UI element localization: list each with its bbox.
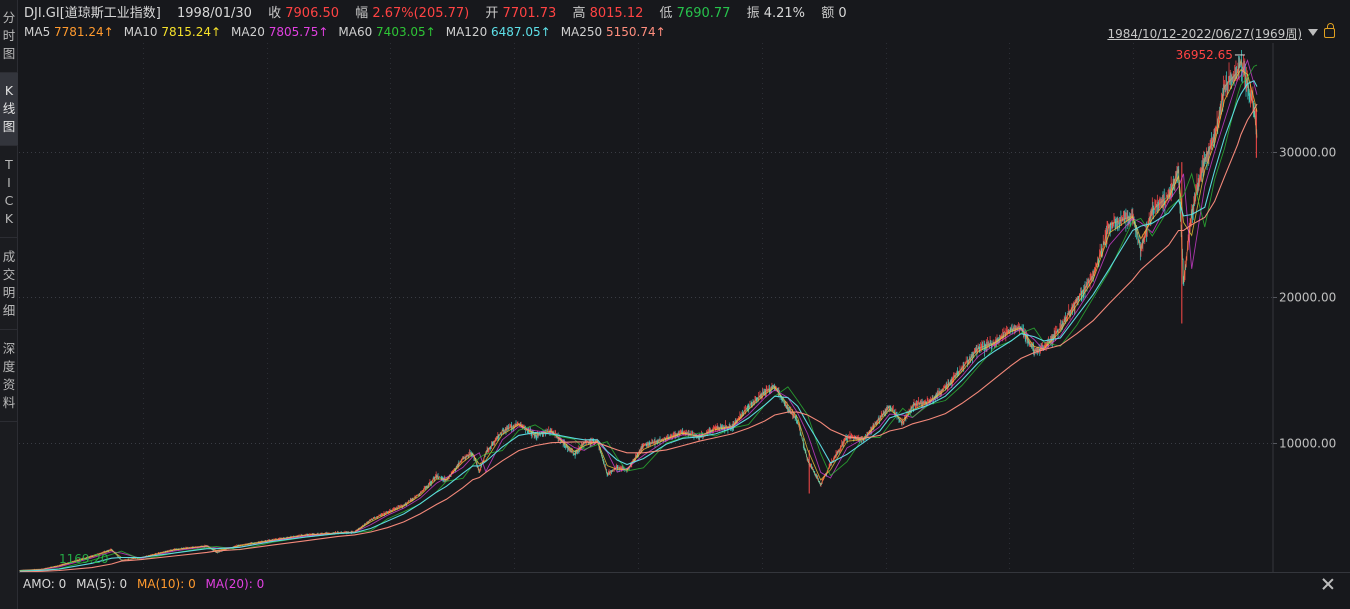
axis-tick-label: 20000.00: [1279, 291, 1336, 305]
amo-ma10: MA(10): 0: [137, 577, 196, 591]
ma-line-short: [19, 64, 1258, 571]
ma-legend-item: MA20 7805.75↑: [231, 25, 328, 39]
ma-legend-value: 6487.05↑: [491, 25, 551, 39]
tab-kline-char: K: [4, 83, 14, 98]
tab-deals-char: 明: [2, 284, 16, 300]
tab-fenshi[interactable]: 分时图: [0, 0, 18, 73]
low-label: 低: [659, 6, 673, 21]
tab-kline-char: 图: [2, 119, 16, 134]
ma-legend-item: MA60 7403.05↑: [338, 25, 435, 39]
moving-average-lines: [19, 58, 1258, 572]
series-line: [19, 103, 1258, 572]
ma-legend-label: MA20: [231, 25, 269, 39]
chart-grid: [19, 43, 1274, 572]
tab-deals-char: 交: [2, 266, 16, 282]
tab-tick-char: T: [5, 156, 13, 172]
ma-legend-label: MA5: [24, 25, 55, 39]
price-axis: 10000.00 20000.00 30000.00: [1273, 146, 1336, 451]
tab-fenshi-char: 图: [2, 46, 16, 61]
chart-annotations: 36952.65 1169.20: [59, 48, 1245, 566]
symbol-name[interactable]: DJI.GI[道琼斯工业指数]: [24, 6, 161, 21]
ma-legend-item: MA10 7815.24↑: [124, 25, 221, 39]
high-annotation: 36952.65: [1176, 48, 1233, 62]
moving-average-legend: MA5 7781.24↑ MA10 7815.24↑ MA20 7805.75↑ MA…: [24, 25, 676, 39]
axis-tick-label: 30000.00: [1279, 146, 1336, 160]
bar-date: 1998/01/30: [177, 6, 252, 21]
quote-header: DJI.GI[道琼斯工业指数] 1998/01/30 收 7906.50 幅 2…: [24, 2, 1350, 22]
tab-depth-char: 深: [2, 340, 16, 356]
amo-ma20: MA(20): 0: [205, 577, 265, 591]
axis-tick-label: 10000.00: [1279, 437, 1336, 451]
tab-fenshi-char: 时: [2, 28, 16, 43]
chevron-down-icon[interactable]: [1308, 29, 1318, 36]
amount-label: 额: [821, 6, 835, 21]
lock-icon[interactable]: [1324, 23, 1335, 38]
tab-depth[interactable]: 深度资料: [0, 330, 18, 422]
tab-fenshi-char: 分: [2, 10, 16, 25]
high-value: 8015.12: [589, 6, 644, 21]
ma-legend-value: 7815.24↑: [161, 25, 222, 39]
amo-ma5: MA(5): 0: [76, 577, 128, 591]
close-icon[interactable]: [1322, 578, 1334, 590]
tab-tick-char: K: [4, 210, 14, 226]
ma-legend-value: 7403.05↑: [376, 25, 436, 39]
ma-legend-label: MA60: [338, 25, 377, 39]
change-label: 幅: [355, 6, 369, 21]
ma-legend-value: 7781.24↑: [54, 25, 114, 39]
ma-legend-value: 7805.75↑: [268, 25, 329, 39]
ma-legend-item: MA250 5150.74↑: [561, 25, 666, 39]
series-line: [19, 80, 1258, 572]
tab-tick-char: C: [4, 192, 14, 208]
open-label: 开: [485, 6, 499, 21]
series-line: [19, 58, 1258, 572]
tab-deals[interactable]: 成交明细: [0, 238, 18, 330]
tab-deals-char: 细: [2, 302, 16, 318]
amo-indicator-bar: AMO: 0 MA(5): 0 MA(10): 0 MA(20): 0: [19, 572, 1350, 594]
amplitude-value: 4.21%: [763, 6, 806, 21]
tab-kline-char: 线: [2, 101, 16, 116]
tab-depth-char: 料: [2, 394, 16, 410]
ma-legend-item: MA120 6487.05↑: [446, 25, 551, 39]
tab-deals-char: 成: [2, 248, 16, 264]
amo-value: AMO: 0: [23, 577, 67, 591]
kline-chart[interactable]: 10000.00 20000.00 30000.00 36952.65 1169.20: [19, 43, 1350, 572]
close-value: 7906.50: [285, 6, 340, 21]
date-range-selector[interactable]: 1984/10/12-2022/06/27(1969周): [1107, 27, 1302, 41]
amount-value: 0: [838, 6, 847, 21]
ma-legend-label: MA120: [445, 25, 492, 39]
low-annotation: 1169.20: [59, 552, 109, 566]
tab-depth-char: 资: [2, 376, 16, 392]
high-label: 高: [572, 6, 586, 21]
change-value: 2.67%(205.77): [372, 6, 470, 21]
ma-legend-label: MA250: [560, 25, 606, 39]
low-value: 7690.77: [676, 6, 731, 21]
ma-legend-label: MA10: [123, 25, 162, 39]
ma-legend-item: MA5 7781.24↑: [24, 25, 114, 39]
tab-tick-char: I: [7, 174, 11, 190]
ma-legend-value: 5150.74↑: [605, 25, 666, 39]
amplitude-label: 振: [746, 6, 760, 21]
open-value: 7701.73: [502, 6, 557, 21]
tab-depth-char: 度: [2, 358, 16, 374]
close-label: 收: [268, 6, 282, 21]
